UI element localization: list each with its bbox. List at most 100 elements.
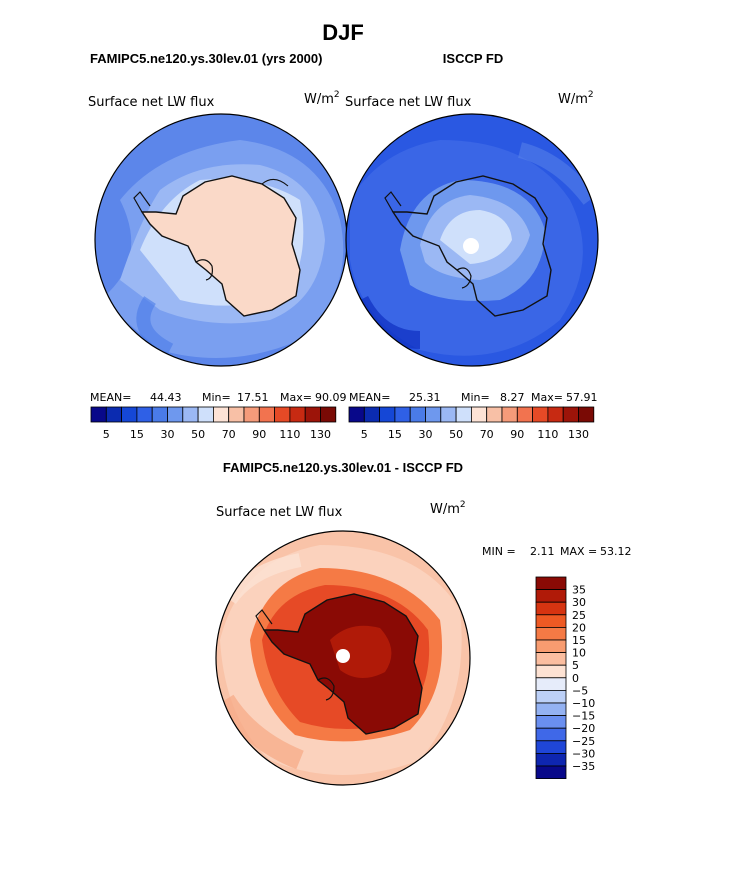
model-colorbar-swatch [197,406,214,423]
diff-colorbar-tick-label: 5 [572,659,579,672]
obs-colorbar-tick-label: 110 [537,428,558,441]
obs-colorbar-swatch [562,406,579,423]
obs-colorbar-swatch [440,406,457,423]
model-colorbar-swatch [320,406,337,423]
obs-colorbar-swatch [532,406,549,423]
obs-colorbar-swatch [578,406,595,423]
obs-mean-value: 25.31 [409,391,441,404]
model-colorbar-tick-label: 130 [310,428,331,441]
obs-colorbar-tick-label: 50 [449,428,463,441]
obs-units-exponent: 2 [588,90,594,100]
obs-colorbar-swatch [348,406,365,423]
diff-header: FAMIPC5.ne120.ys.30lev.01 - ISCCP FD [223,460,463,475]
diff-colorbar-swatch [535,627,567,641]
diff-min-value: 2.11 [530,545,555,558]
diff-colorbar-swatch [535,576,567,591]
model-mean-value: 44.43 [150,391,182,404]
obs-min-label: Min= [461,391,490,404]
model-stats: MEAN= 44.43 Min= 17.51 Max= 90.09 [90,391,347,404]
diff-colorbar-tick-label: −25 [572,735,595,748]
obs-map-outline [345,113,599,367]
model-colorbar-tick-label: 5 [103,428,110,441]
diff-colorbar-swatch [535,753,567,767]
obs-colorbar-tick-label: 90 [510,428,524,441]
diff-colorbar-tick-label: 20 [572,621,586,634]
diff-colorbar-tick-label: −20 [572,722,595,735]
diff-map-outline [215,530,471,786]
obs-colorbar-tick-label: 130 [568,428,589,441]
panel-difference: FAMIPC5.ne120.ys.30lev.01 - ISCCP FD Sur… [215,460,632,786]
model-units: W/m2 [304,90,340,107]
model-colorbar-swatch [258,406,275,423]
obs-colorbar-swatch [516,406,533,423]
obs-antarctica-coast [391,175,552,317]
diff-colorbar-swatch [535,690,567,704]
diff-colorbar-tick-label: 30 [572,596,586,609]
diff-colorbar-swatch [535,677,567,691]
diff-min-label: MIN = [482,545,516,558]
model-colorbar: 5 15 30 50 70 90 110 130 [90,406,337,441]
model-min-label: Min= [202,391,231,404]
panel-model: FAMIPC5.ne120.ys.30lev.01 (yrs 2000) Sur… [88,51,348,367]
diff-colorbar-swatch [535,652,567,666]
obs-colorbar-swatch [501,406,518,423]
diff-max-label: MAX = [560,545,597,558]
model-colorbar-tick-label: 30 [161,428,175,441]
diff-colorbar-tick-label: −5 [572,684,588,697]
obs-min-value: 8.27 [500,391,525,404]
obs-pole-hole [463,238,479,254]
model-header: FAMIPC5.ne120.ys.30lev.01 (yrs 2000) [90,51,322,66]
diff-pole-hole [336,649,350,663]
model-colorbar-tick-label: 70 [222,428,236,441]
obs-map [346,114,598,366]
diff-colorbar-swatch [535,639,567,654]
obs-colorbar-swatch [394,406,411,423]
model-units-exponent: 2 [334,90,340,100]
obs-colorbar-swatch [470,406,488,423]
diff-colorbar-swatch [535,727,567,742]
diff-variable-label: Surface net LW flux [216,505,343,520]
obs-stats: MEAN= 25.31 Min= 8.27 Max= 57.91 [349,391,598,404]
obs-colorbar-swatch [455,406,472,423]
model-colorbar-tick-label: 50 [191,428,205,441]
obs-variable-label: Surface net LW flux [345,95,472,110]
model-colorbar-swatch [105,406,123,423]
obs-colorbar-tick-label: 70 [480,428,494,441]
diff-colorbar-swatch [535,664,567,679]
diff-colorbar-tick-label: 15 [572,634,586,647]
model-units-base: W/m [304,92,334,107]
diff-colorbar-tick-label: 10 [572,647,586,660]
model-colorbar-swatch [151,406,168,423]
model-antarctica-coast [140,175,301,317]
model-colorbar-tick-label: 15 [130,428,144,441]
model-min-value: 17.51 [237,391,269,404]
model-colorbar-swatch [289,406,306,423]
model-colorbar-swatch [212,406,230,423]
obs-header: ISCCP FD [443,51,503,66]
obs-mean-label: MEAN= [349,391,390,404]
model-colorbar-tick-label: 110 [279,428,300,441]
obs-colorbar-swatch [486,406,503,423]
obs-colorbar-swatch [379,406,396,423]
model-colorbar-swatch [167,406,184,423]
diff-colorbar-swatch [535,614,567,628]
diff-colorbar-swatch [535,589,567,603]
model-colorbar-swatch [90,406,107,423]
model-max-label: Max= [280,391,312,404]
diff-colorbar-tick-label: −35 [572,760,595,773]
diff-colorbar-tick-label: −10 [572,697,595,710]
model-map [95,114,347,366]
model-mean-label: MEAN= [90,391,131,404]
obs-colorbar-swatch [547,406,564,423]
diff-units-exponent: 2 [460,500,466,510]
panel-observation: ISCCP FD Surface net LW flux W/m2 [345,51,599,367]
diff-colorbar-swatch [535,702,567,717]
diff-colorbar-tick-label: −15 [572,710,595,723]
obs-colorbar-swatch [409,406,426,423]
model-variable-label: Surface net LW flux [88,95,215,110]
diff-units-base: W/m [430,502,460,517]
diff-minmax: MIN = 2.11 MAX = 53.12 [482,545,632,558]
diff-colorbar-swatch [535,765,567,780]
model-colorbar-swatch [228,406,245,423]
